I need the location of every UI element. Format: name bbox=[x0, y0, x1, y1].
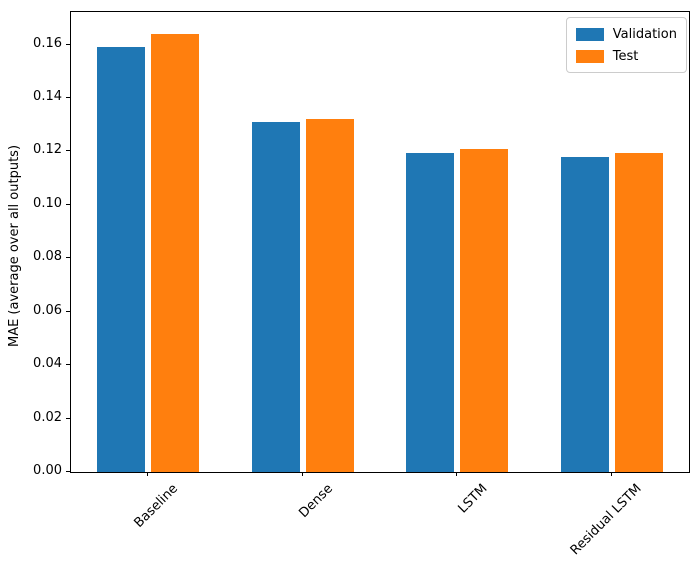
bar-test-baseline bbox=[151, 33, 200, 472]
legend-entry-validation: Validation bbox=[575, 23, 677, 45]
x-tick-mark bbox=[301, 472, 303, 476]
legend-label-validation: Validation bbox=[612, 26, 677, 42]
y-tick-mark bbox=[66, 150, 70, 152]
y-tick-label: 0.14 bbox=[33, 89, 62, 104]
y-tick-mark bbox=[66, 471, 70, 472]
y-tick-label: 0.12 bbox=[33, 142, 62, 158]
x-tick-mark bbox=[456, 472, 458, 476]
x-tick-label-lstm: LSTM bbox=[454, 481, 491, 517]
bar-validation-dense bbox=[251, 122, 300, 472]
y-tick-mark bbox=[66, 97, 70, 98]
y-tick-mark bbox=[66, 310, 70, 312]
x-tick-mark bbox=[147, 472, 149, 476]
bar-validation-residual-lstm bbox=[560, 156, 609, 472]
y-tick-mark bbox=[66, 203, 70, 205]
y-tick-label: 0.02 bbox=[33, 409, 62, 425]
y-tick-mark bbox=[66, 257, 70, 259]
y-tick-label: 0.04 bbox=[33, 356, 62, 372]
bar-test-lstm bbox=[460, 148, 509, 472]
y-tick-mark bbox=[66, 364, 70, 366]
bar-test-dense bbox=[305, 119, 354, 472]
x-tick-label-residual-lstm: Residual LSTM bbox=[567, 481, 645, 559]
x-tick-label-baseline: Baseline bbox=[131, 481, 182, 531]
bar-validation-lstm bbox=[406, 152, 455, 472]
y-tick-mark bbox=[66, 43, 70, 45]
y-tick-label: 0.08 bbox=[33, 249, 62, 265]
y-tick-mark bbox=[66, 417, 70, 419]
y-tick-label: 0.06 bbox=[33, 302, 62, 318]
bar-validation-baseline bbox=[97, 47, 146, 472]
legend-label-test: Test bbox=[612, 48, 639, 64]
x-tick-label-dense: Dense bbox=[295, 481, 336, 521]
y-tick-label: 0.00 bbox=[33, 463, 62, 478]
legend-swatch-validation bbox=[575, 27, 604, 41]
plot-area: Validation Test bbox=[70, 11, 690, 473]
legend-swatch-test bbox=[575, 49, 604, 63]
legend: Validation Test bbox=[565, 17, 687, 73]
bar-test-residual-lstm bbox=[614, 152, 663, 472]
legend-entry-test: Test bbox=[575, 45, 677, 67]
y-tick-label: 0.16 bbox=[33, 35, 62, 51]
y-tick-label: 0.10 bbox=[33, 195, 62, 211]
x-tick-mark bbox=[610, 472, 612, 476]
